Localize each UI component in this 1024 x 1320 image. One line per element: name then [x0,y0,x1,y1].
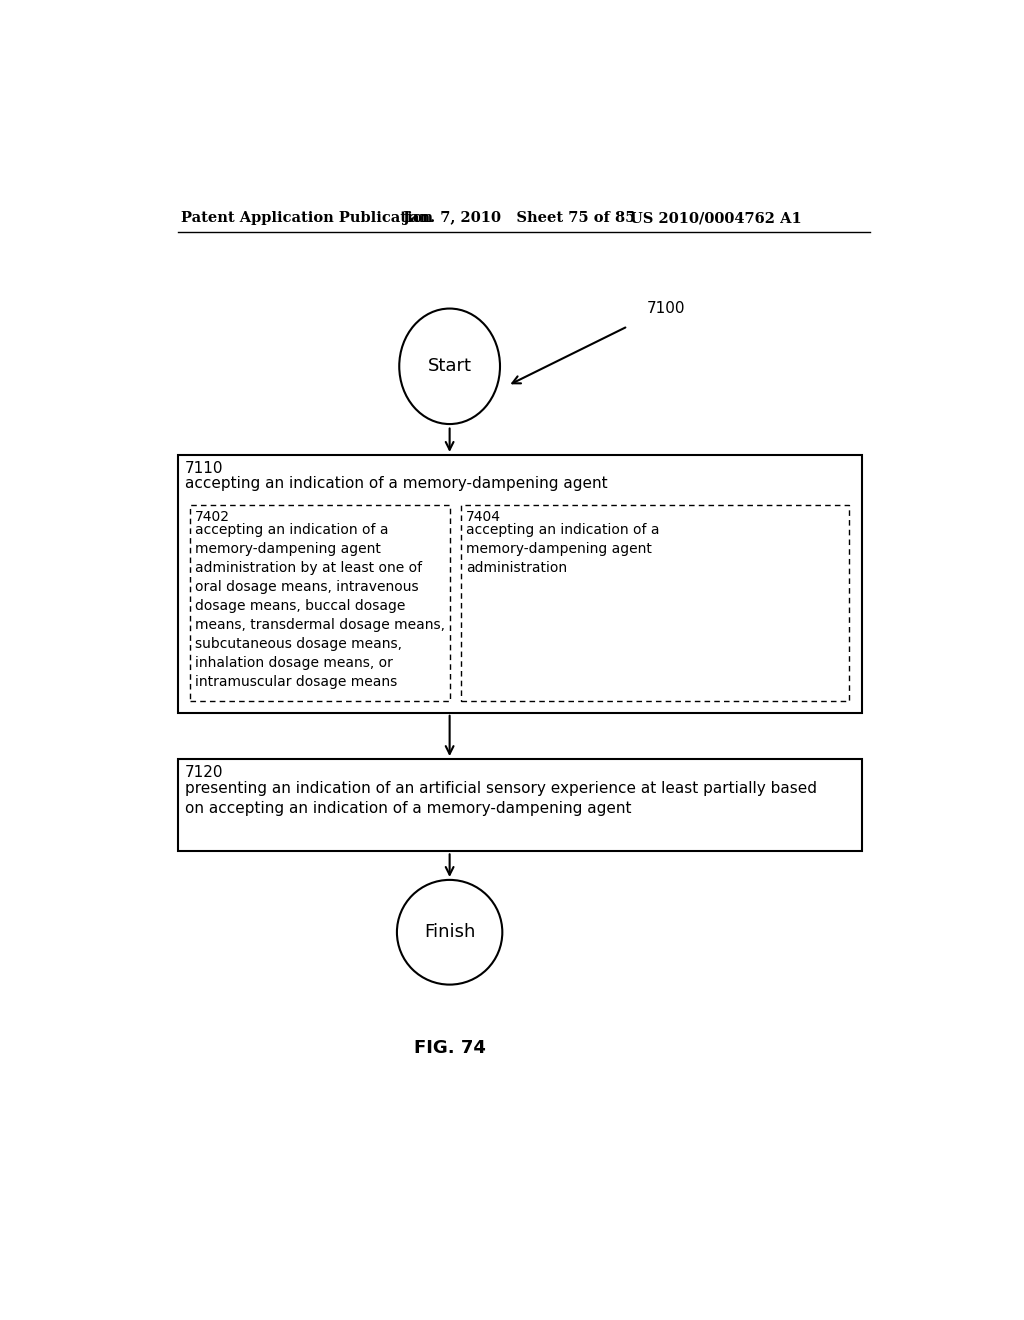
Text: 7402: 7402 [195,510,229,524]
Text: US 2010/0004762 A1: US 2010/0004762 A1 [630,211,802,226]
Text: Finish: Finish [424,923,475,941]
Bar [178,759,862,851]
Text: presenting an indication of an artificial sensory experience at least partially : presenting an indication of an artificia… [184,780,816,816]
Text: accepting an indication of a memory-dampening agent: accepting an indication of a memory-damp… [184,477,607,491]
Text: 7100: 7100 [647,301,686,315]
Text: accepting an indication of a
memory-dampening agent
administration by at least o: accepting an indication of a memory-damp… [195,524,444,689]
Bar [190,506,450,701]
Text: accepting an indication of a
memory-dampening agent
administration: accepting an indication of a memory-damp… [466,524,659,576]
Text: FIG. 74: FIG. 74 [414,1039,485,1057]
Bar [178,455,862,713]
Text: 7120: 7120 [184,766,223,780]
Text: Jan. 7, 2010   Sheet 75 of 85: Jan. 7, 2010 Sheet 75 of 85 [403,211,636,226]
Text: 7404: 7404 [466,510,501,524]
Text: Patent Application Publication: Patent Application Publication [180,211,433,226]
Bar [461,506,849,701]
Text: Start: Start [428,358,472,375]
Text: 7110: 7110 [184,461,223,477]
